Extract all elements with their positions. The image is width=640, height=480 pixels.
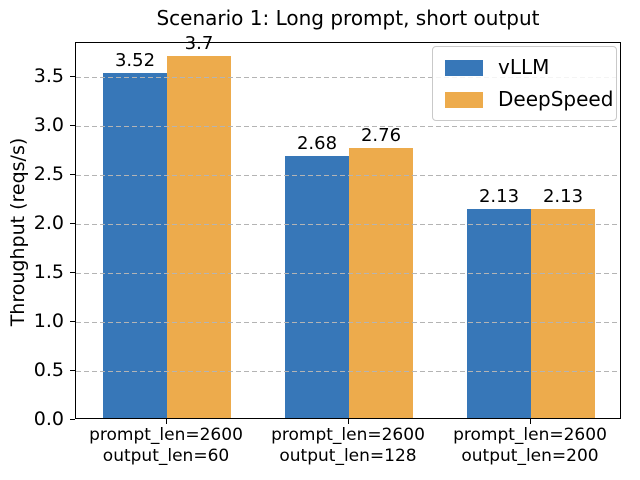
y-tick-label: 1.5 xyxy=(33,261,64,283)
bar-value-label: 2.13 xyxy=(478,186,520,207)
gridline-y-1.5 xyxy=(76,273,620,274)
y-tick-mark xyxy=(70,272,75,273)
legend-label: vLLM xyxy=(498,55,550,79)
y-tick-label: 0.0 xyxy=(33,408,64,430)
y-tick-label: 0.5 xyxy=(33,359,64,381)
y-tick-mark xyxy=(70,370,75,371)
x-category-label: prompt_len=2600 output_len=200 xyxy=(453,425,607,466)
bar-value-label: 2.13 xyxy=(542,186,584,207)
y-tick-mark xyxy=(70,125,75,126)
x-tick-mark xyxy=(530,419,531,424)
bar-value-label: 3.52 xyxy=(114,50,156,71)
bar-DeepSpeed-group3 xyxy=(531,209,595,418)
y-tick-label: 1.0 xyxy=(33,310,64,332)
legend-entry-DeepSpeed: DeepSpeed xyxy=(445,88,613,111)
x-tick-mark xyxy=(348,419,349,424)
y-tick-label: 2.0 xyxy=(33,212,64,234)
chart-title: Scenario 1: Long prompt, short output xyxy=(156,6,540,30)
y-tick-mark xyxy=(70,419,75,420)
gridline-y-3.5 xyxy=(76,77,620,78)
y-tick-label: 2.5 xyxy=(33,163,64,185)
bar-DeepSpeed-group1 xyxy=(167,56,231,418)
gridline-y-2 xyxy=(76,224,620,225)
y-tick-mark xyxy=(70,321,75,322)
y-tick-label: 3.5 xyxy=(33,65,64,87)
legend-entry-vLLM: vLLM xyxy=(445,56,604,79)
bar-value-label: 2.68 xyxy=(296,133,338,154)
bar-DeepSpeed-group2 xyxy=(349,148,413,418)
gridline-y-1 xyxy=(76,322,620,323)
bar-vLLM-group1 xyxy=(103,73,167,418)
bar-value-label: 3.7 xyxy=(184,33,214,54)
y-tick-label: 3.0 xyxy=(33,114,64,136)
gridline-y-0.5 xyxy=(76,371,620,372)
x-category-label: prompt_len=2600 output_len=60 xyxy=(89,425,243,466)
gridline-y-2.5 xyxy=(76,175,620,176)
y-tick-mark xyxy=(70,76,75,77)
legend-label: DeepSpeed xyxy=(498,87,614,111)
legend-swatch-icon xyxy=(445,91,483,108)
x-tick-mark xyxy=(166,419,167,424)
legend-swatch-icon xyxy=(445,59,483,76)
x-category-label: prompt_len=2600 output_len=128 xyxy=(271,425,425,466)
bar-value-label: 2.76 xyxy=(360,125,402,146)
bar-vLLM-group2 xyxy=(285,156,349,418)
y-tick-mark xyxy=(70,174,75,175)
legend: vLLM DeepSpeed xyxy=(432,46,617,121)
bar-vLLM-group3 xyxy=(467,209,531,418)
y-tick-mark xyxy=(70,223,75,224)
gridline-y-3 xyxy=(76,126,620,127)
